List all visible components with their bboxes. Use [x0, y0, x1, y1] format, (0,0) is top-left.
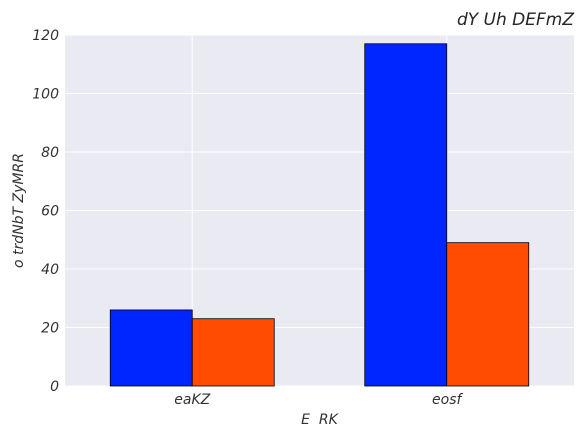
y-tick-label: 120: [32, 28, 59, 44]
y-tick-label: 0: [50, 379, 59, 395]
y-tick-label: 40: [41, 262, 59, 278]
y-tick-label: 60: [41, 204, 59, 220]
y-tick-label: 80: [41, 145, 59, 161]
x-axis-label: E RK: [301, 412, 339, 428]
bars: [109, 43, 530, 387]
chart-title: dY Uh DEFmZ: [457, 10, 574, 30]
x-tick-label: eosf: [432, 392, 463, 408]
x-tick-label: eaKZ: [174, 392, 210, 408]
y-tick-labels: 0 20 40 60 80 100 120: [32, 28, 59, 395]
bar-eosf-series-2: [446, 242, 530, 387]
y-tick-label: 20: [41, 321, 59, 337]
y-axis-label: o trdNbT ZyMRR: [11, 153, 27, 268]
x-tick-labels: eaKZ eosf: [174, 392, 463, 408]
bar-eaKZ-series-2: [191, 318, 275, 387]
bar-eosf-series-1: [364, 43, 448, 387]
bar-eaKZ-series-1: [109, 309, 193, 387]
y-tick-label: 100: [32, 87, 59, 103]
